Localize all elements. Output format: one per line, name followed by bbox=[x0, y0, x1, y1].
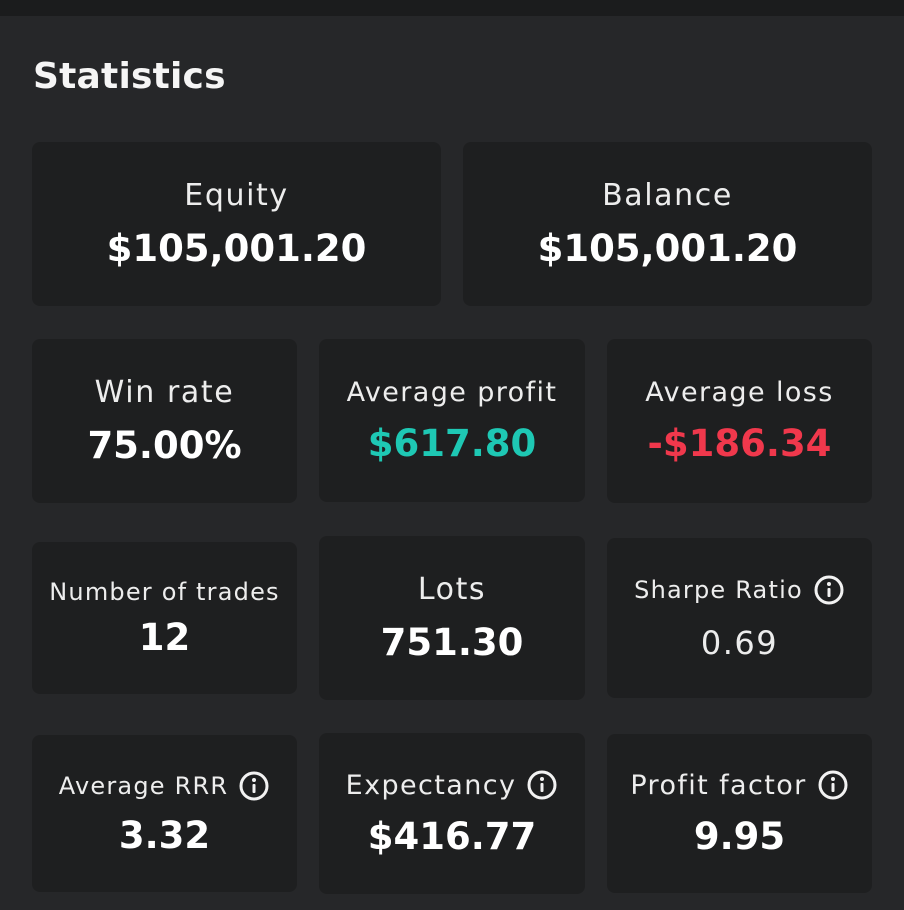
number-of-trades-value: 12 bbox=[138, 615, 191, 659]
average-loss-label: Average loss bbox=[645, 377, 834, 408]
info-icon[interactable] bbox=[238, 770, 270, 802]
page-title: Statistics bbox=[33, 56, 226, 97]
average-profit-card: Average profit $617.80 bbox=[319, 339, 585, 502]
profit-factor-card: Profit factor 9.95 bbox=[607, 734, 872, 893]
profit-factor-label-row: Profit factor bbox=[630, 769, 848, 801]
lots-card: Lots 751.30 bbox=[319, 536, 585, 700]
balance-card: Balance $105,001.20 bbox=[463, 142, 872, 306]
expectancy-value: $416.77 bbox=[367, 815, 537, 858]
average-rrr-label-row: Average RRR bbox=[59, 770, 270, 802]
equity-label: Equity bbox=[184, 178, 289, 213]
expectancy-card: Expectancy $416.77 bbox=[319, 733, 585, 894]
profit-factor-label: Profit factor bbox=[630, 769, 807, 801]
average-loss-value: -$186.34 bbox=[647, 422, 832, 465]
expectancy-label: Expectancy bbox=[345, 769, 517, 801]
balance-label: Balance bbox=[602, 178, 733, 213]
balance-value: $105,001.20 bbox=[537, 227, 798, 270]
average-rrr-value: 3.32 bbox=[118, 814, 211, 857]
info-icon[interactable] bbox=[813, 574, 845, 606]
number-of-trades-label: Number of trades bbox=[49, 577, 280, 606]
info-icon[interactable] bbox=[526, 769, 558, 801]
win-rate-card: Win rate 75.00% bbox=[32, 339, 297, 503]
info-icon[interactable] bbox=[817, 769, 849, 801]
sharpe-ratio-value: 0.69 bbox=[700, 624, 779, 662]
profit-factor-value: 9.95 bbox=[693, 815, 786, 858]
sharpe-ratio-card: Sharpe Ratio 0.69 bbox=[607, 538, 872, 698]
average-rrr-card: Average RRR 3.32 bbox=[32, 735, 297, 892]
lots-label: Lots bbox=[417, 572, 487, 607]
win-rate-label: Win rate bbox=[94, 375, 235, 410]
average-rrr-label: Average RRR bbox=[58, 772, 229, 800]
expectancy-label-row: Expectancy bbox=[346, 769, 559, 801]
top-bar bbox=[0, 0, 904, 16]
average-loss-card: Average loss -$186.34 bbox=[607, 339, 872, 503]
lots-value: 751.30 bbox=[380, 621, 524, 664]
win-rate-value: 75.00% bbox=[87, 424, 242, 467]
sharpe-ratio-label: Sharpe Ratio bbox=[634, 576, 803, 604]
equity-value: $105,001.20 bbox=[106, 227, 367, 270]
number-of-trades-card: Number of trades 12 bbox=[32, 542, 297, 694]
average-profit-label: Average profit bbox=[346, 376, 558, 408]
average-profit-value: $617.80 bbox=[367, 421, 537, 465]
equity-card: Equity $105,001.20 bbox=[32, 142, 441, 306]
sharpe-ratio-label-row: Sharpe Ratio bbox=[634, 574, 845, 606]
